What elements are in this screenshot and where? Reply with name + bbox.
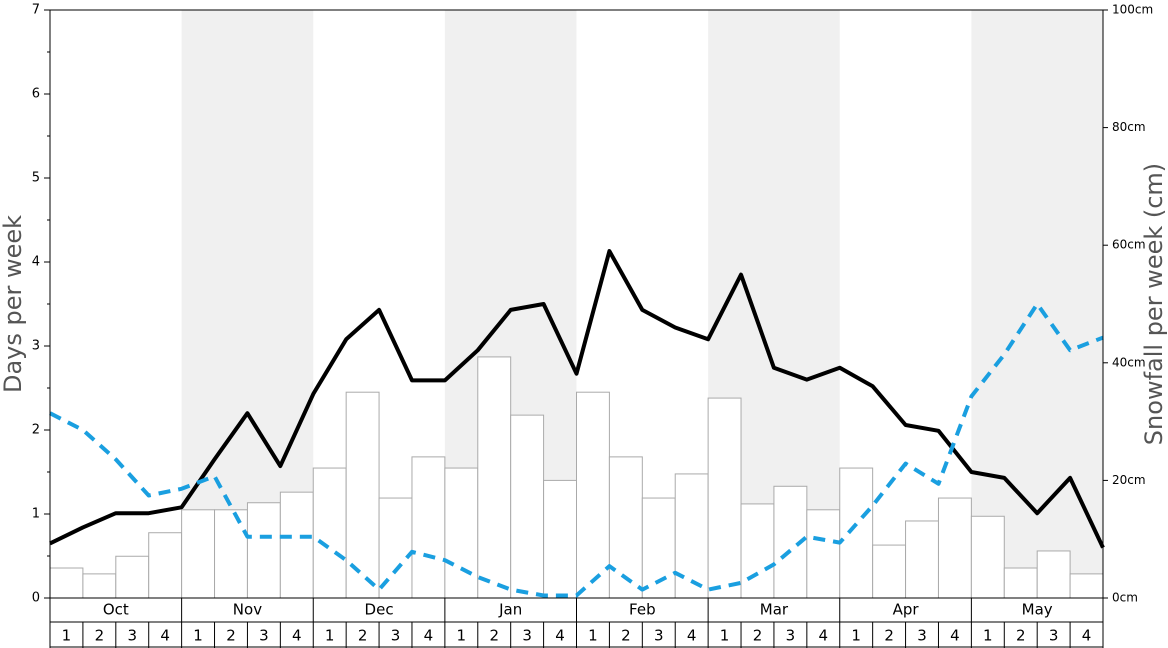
y-tick-label: 5	[32, 171, 40, 186]
bar	[576, 391, 610, 599]
y2-tick-label: 0cm	[1112, 591, 1138, 605]
bar	[970, 515, 1005, 599]
week-label: 2	[226, 627, 236, 645]
week-label: 1	[588, 627, 598, 645]
month-label: Apr	[893, 601, 920, 619]
line	[49, 302, 1104, 598]
bar	[49, 567, 84, 599]
y-axis-label: Days per week	[0, 215, 27, 393]
month-label: Dec	[365, 601, 394, 619]
week-label: 4	[555, 627, 565, 645]
bar	[411, 456, 446, 599]
month-label: Mar	[760, 601, 789, 619]
week-label: 4	[424, 627, 434, 645]
bar	[543, 479, 577, 599]
bar	[937, 497, 972, 599]
y2-axis-label: Snowfall per week (cm)	[1140, 163, 1168, 445]
week-label: 2	[95, 627, 105, 645]
week-label: 4	[1082, 627, 1092, 645]
bar	[279, 491, 314, 599]
bar	[1003, 567, 1038, 599]
y-tick-label: 0	[32, 591, 40, 606]
week-label: 2	[621, 627, 631, 645]
month-label: Feb	[629, 601, 656, 619]
week-label: 1	[983, 627, 993, 645]
week-label: 1	[851, 627, 861, 645]
week-label: 4	[687, 627, 697, 645]
y2-tick-label: 80cm	[1112, 120, 1146, 134]
bar	[806, 509, 841, 599]
y-tick-label: 2	[32, 423, 40, 438]
bar	[246, 502, 281, 599]
line	[49, 249, 1105, 549]
week-label: 3	[391, 627, 401, 645]
y-tick-label: 3	[32, 339, 40, 354]
bar	[82, 573, 117, 599]
week-label: 3	[917, 627, 927, 645]
bar	[148, 532, 183, 599]
week-label: 2	[884, 627, 894, 645]
bar	[872, 544, 907, 599]
bar	[181, 509, 216, 599]
bar	[674, 473, 709, 599]
week-label: 1	[62, 627, 72, 645]
y2-tick-label: 100cm	[1112, 3, 1153, 17]
week-label: 4	[292, 627, 302, 645]
bar	[905, 520, 939, 599]
month-label: Oct	[103, 601, 129, 619]
bar	[1069, 573, 1104, 599]
week-label: 2	[753, 627, 763, 645]
bar	[444, 467, 479, 599]
bar	[115, 555, 150, 599]
week-label: 4	[819, 627, 829, 645]
week-label: 4	[160, 627, 170, 645]
bar	[477, 356, 512, 599]
week-label: 3	[786, 627, 796, 645]
week-label: 4	[950, 627, 960, 645]
week-label: 1	[720, 627, 730, 645]
week-label: 2	[489, 627, 499, 645]
week-label: 2	[1016, 627, 1026, 645]
week-label: 3	[259, 627, 269, 645]
week-label: 2	[358, 627, 368, 645]
week-label: 1	[325, 627, 335, 645]
y2-tick-label: 20cm	[1112, 473, 1146, 487]
bar	[214, 509, 248, 599]
bar	[1036, 550, 1071, 599]
week-label: 3	[1049, 627, 1059, 645]
week-label: 1	[457, 627, 467, 645]
y-tick-label: 7	[32, 3, 40, 18]
month-label: Nov	[233, 601, 262, 619]
y2-tick-label: 60cm	[1112, 238, 1146, 252]
bar	[312, 467, 347, 599]
week-label: 3	[127, 627, 137, 645]
week-label: 3	[522, 627, 532, 645]
week-label: 3	[654, 627, 664, 645]
bar	[839, 467, 874, 599]
month-label: May	[1022, 601, 1053, 619]
y-tick-label: 6	[32, 87, 40, 102]
y2-tick-label: 40cm	[1112, 355, 1146, 369]
bar	[510, 414, 545, 599]
week-label: 1	[193, 627, 203, 645]
bar	[740, 503, 775, 599]
y-tick-label: 1	[32, 507, 40, 522]
bar	[707, 397, 742, 599]
month-label: Jan	[498, 601, 522, 619]
y-tick-label: 4	[32, 255, 40, 270]
